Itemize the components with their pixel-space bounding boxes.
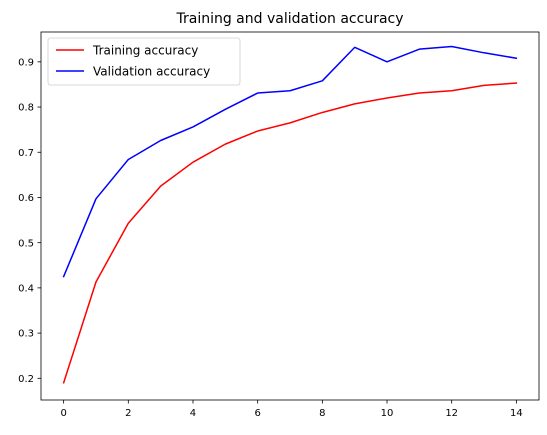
- x-tick-label: 14: [510, 408, 523, 419]
- x-tick-label: 12: [445, 408, 458, 419]
- legend-label-1: Validation accuracy: [93, 65, 210, 79]
- series-line-0: [62, 82, 518, 384]
- y-tick-label: 0.3: [18, 329, 34, 340]
- series-line-1: [62, 45, 518, 278]
- y-tick-label: 0.7: [18, 148, 34, 159]
- chart-title: Training and validation accuracy: [175, 11, 403, 27]
- y-tick-label: 0.4: [18, 283, 34, 294]
- y-tick-label: 0.6: [18, 193, 34, 204]
- x-tick-label: 2: [125, 408, 131, 419]
- y-tick-label: 0.8: [18, 103, 34, 114]
- y-tick-label: 0.2: [18, 374, 34, 385]
- plot-area: [40, 31, 540, 401]
- x-tick-label: 0: [60, 408, 66, 419]
- y-tick-label: 0.9: [18, 57, 34, 68]
- legend-box: [47, 37, 241, 86]
- x-tick-label: 4: [190, 408, 196, 419]
- y-axis: 0.2 0.3 0.4 0.5 0.6 0.7 0.8 0.9: [18, 57, 41, 385]
- legend-label-0: Training accuracy: [92, 44, 198, 58]
- y-tick-label: 0.5: [18, 238, 34, 249]
- x-tick-label: 6: [254, 408, 260, 419]
- axes-frame: [40, 31, 540, 401]
- legend: Training accuracy Validation accuracy: [47, 37, 241, 86]
- x-tick-label: 10: [381, 408, 394, 419]
- x-axis: 0 2 4 6 8 10 12 14: [60, 400, 523, 419]
- x-tick-label: 8: [319, 408, 325, 419]
